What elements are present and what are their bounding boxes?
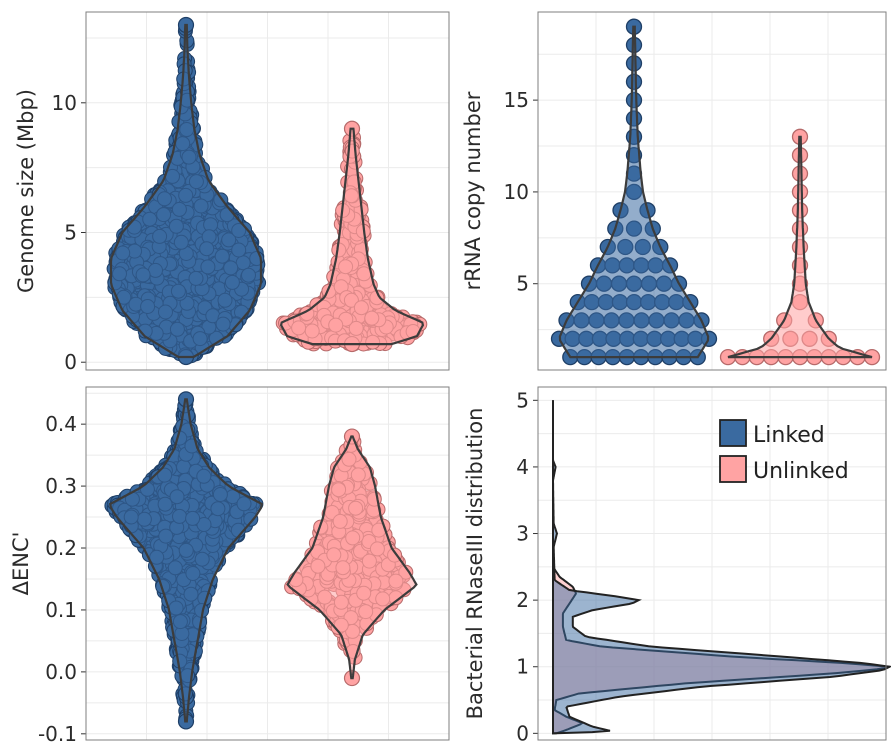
rnase-distribution-panel: 0 1 2 3 4 5 Linked Unlinked Bacterial RNaseIII d… [463, 386, 891, 745]
legend-label-unlinked: Unlinked [753, 459, 849, 484]
delta-enc-panel: -0.1 0.0 0.1 0.2 0.3 0.4 ΔENC' [9, 386, 450, 746]
rrna-y-tick-label: 15 [504, 88, 529, 112]
rnase-y-tick-label: 5 [516, 388, 529, 412]
rrna-y-tick-label: 5 [516, 272, 529, 296]
rnase-y-tick-label: 4 [516, 455, 529, 479]
enc-y-tick-label: 0.1 [45, 598, 77, 622]
rnase-y-axis-label: Bacterial RNaseIII distribution [463, 408, 487, 720]
rnase-y-tick-label: 2 [516, 588, 529, 612]
enc-y-tick-label: 0.4 [45, 412, 77, 436]
enc-y-tick-label: -0.1 [38, 722, 77, 746]
genome-y-axis-label: Genome size (Mbp) [14, 89, 38, 293]
legend-swatch-linked [719, 419, 747, 447]
rnase-y-tick-label: 1 [516, 655, 529, 679]
enc-y-tick-label: 0.3 [45, 474, 77, 498]
genome-y-tick-label: 5 [64, 221, 77, 245]
enc-y-tick-label: 0.0 [45, 660, 77, 684]
legend-label-linked: Linked [753, 423, 825, 448]
genome-linked-series [106, 16, 267, 366]
rnase-y-tick-label: 3 [516, 522, 529, 546]
enc-y-axis-label: ΔENC' [9, 532, 33, 596]
rrna-y-axis-label: rRNA copy number [461, 91, 485, 290]
legend-swatch-unlinked [719, 455, 747, 483]
genome-y-tick-label: 10 [52, 91, 77, 115]
rnase-y-tick-label: 0 [516, 721, 529, 745]
enc-y-tick-label: 0.2 [45, 536, 77, 560]
rrna-y-tick-label: 10 [504, 180, 529, 204]
rrna-copy-panel: 5 10 15 rRNA copy number [461, 11, 887, 371]
genome-size-panel: 0 5 10 Genome size (Mbp) [14, 11, 450, 374]
genome-y-tick-label: 0 [64, 350, 77, 374]
